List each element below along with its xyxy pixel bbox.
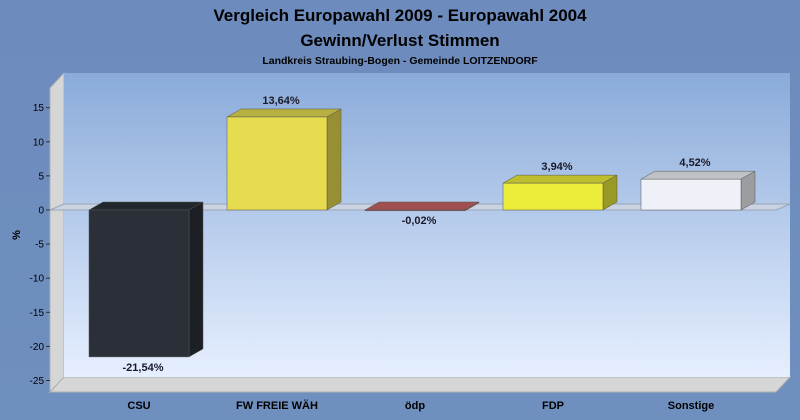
bar-front <box>502 182 604 211</box>
category-labels: CSU FW FREIE WÄH ödp FDP Sonstige <box>127 399 714 412</box>
bar-front <box>88 209 190 358</box>
bar-1: 13,64% <box>226 95 342 211</box>
bar-side <box>188 201 204 358</box>
plot-floor <box>48 376 792 393</box>
y-tick-label: 15 <box>33 103 45 114</box>
data-label: 13,64% <box>262 95 300 107</box>
chart-subtitle: Gewinn/Verlust Stimmen <box>300 31 499 50</box>
data-label: -21,54% <box>123 362 164 374</box>
data-label: -0,02% <box>402 215 437 227</box>
bar-2: -0,02% <box>364 201 480 227</box>
category-label: FDP <box>542 400 564 412</box>
data-label: 4,52% <box>679 157 710 169</box>
category-label: CSU <box>127 400 150 412</box>
y-axis-label: % <box>11 230 23 240</box>
bar-front <box>640 178 742 211</box>
bars: -21,54% 13,64% -0,02% 3,94% 4,52% <box>88 95 756 374</box>
y-tick-label: -20 <box>30 342 45 353</box>
y-tick-label: -10 <box>30 274 45 285</box>
plot-left-wall <box>49 71 65 394</box>
category-label: Sonstige <box>668 400 714 412</box>
chart-subtitle-region: Landkreis Straubing-Bogen - Gemeinde LOI… <box>262 55 538 67</box>
y-tick-label: 0 <box>38 206 44 217</box>
y-tick-label: -25 <box>30 376 45 387</box>
data-label: 3,94% <box>541 161 572 173</box>
bar-front <box>226 116 328 211</box>
bar-top <box>88 201 204 211</box>
bar-3: 3,94% <box>502 161 618 211</box>
y-tick-label: 10 <box>33 137 45 148</box>
bar-top <box>364 201 480 211</box>
chart-title: Vergleich Europawahl 2009 - Europawahl 2… <box>213 6 587 25</box>
bar-4: 4,52% <box>640 157 756 211</box>
y-axis: -25 -20 -15 -10 -5 0 5 10 15 <box>30 103 50 387</box>
category-label: FW FREIE WÄH <box>236 399 318 412</box>
y-tick-label: 5 <box>38 171 44 182</box>
y-tick-label: -15 <box>30 308 45 319</box>
category-label: ödp <box>405 400 425 412</box>
bar-top <box>226 108 342 118</box>
bar-side <box>326 108 342 211</box>
bar-front <box>364 209 466 212</box>
bar-top <box>502 174 618 184</box>
y-tick-label: -5 <box>35 240 44 251</box>
bar-0: -21,54% <box>88 201 204 374</box>
bar-top <box>640 170 756 180</box>
